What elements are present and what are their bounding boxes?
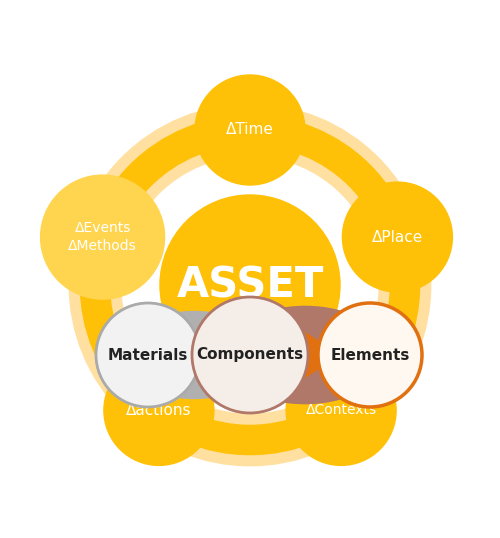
Circle shape xyxy=(192,297,308,413)
Circle shape xyxy=(96,303,200,407)
Text: ΔEvents
ΔMethods: ΔEvents ΔMethods xyxy=(68,222,137,253)
Ellipse shape xyxy=(122,311,266,399)
Circle shape xyxy=(342,182,452,292)
Text: ASSET: ASSET xyxy=(176,264,324,306)
Text: Δactions: Δactions xyxy=(126,403,192,418)
Text: Materials: Materials xyxy=(108,348,188,363)
Circle shape xyxy=(40,175,164,299)
Text: ΔPlace: ΔPlace xyxy=(372,230,423,245)
Polygon shape xyxy=(215,331,259,379)
Text: Components: Components xyxy=(196,348,304,363)
Text: ΔTime: ΔTime xyxy=(226,123,274,138)
Circle shape xyxy=(286,356,396,465)
Circle shape xyxy=(195,75,305,185)
Ellipse shape xyxy=(222,306,388,404)
Circle shape xyxy=(160,195,340,375)
Text: ΔContexts: ΔContexts xyxy=(306,404,376,417)
Circle shape xyxy=(318,303,422,407)
Polygon shape xyxy=(330,328,378,382)
Polygon shape xyxy=(278,314,340,396)
Text: Elements: Elements xyxy=(330,348,409,363)
Circle shape xyxy=(104,356,214,465)
